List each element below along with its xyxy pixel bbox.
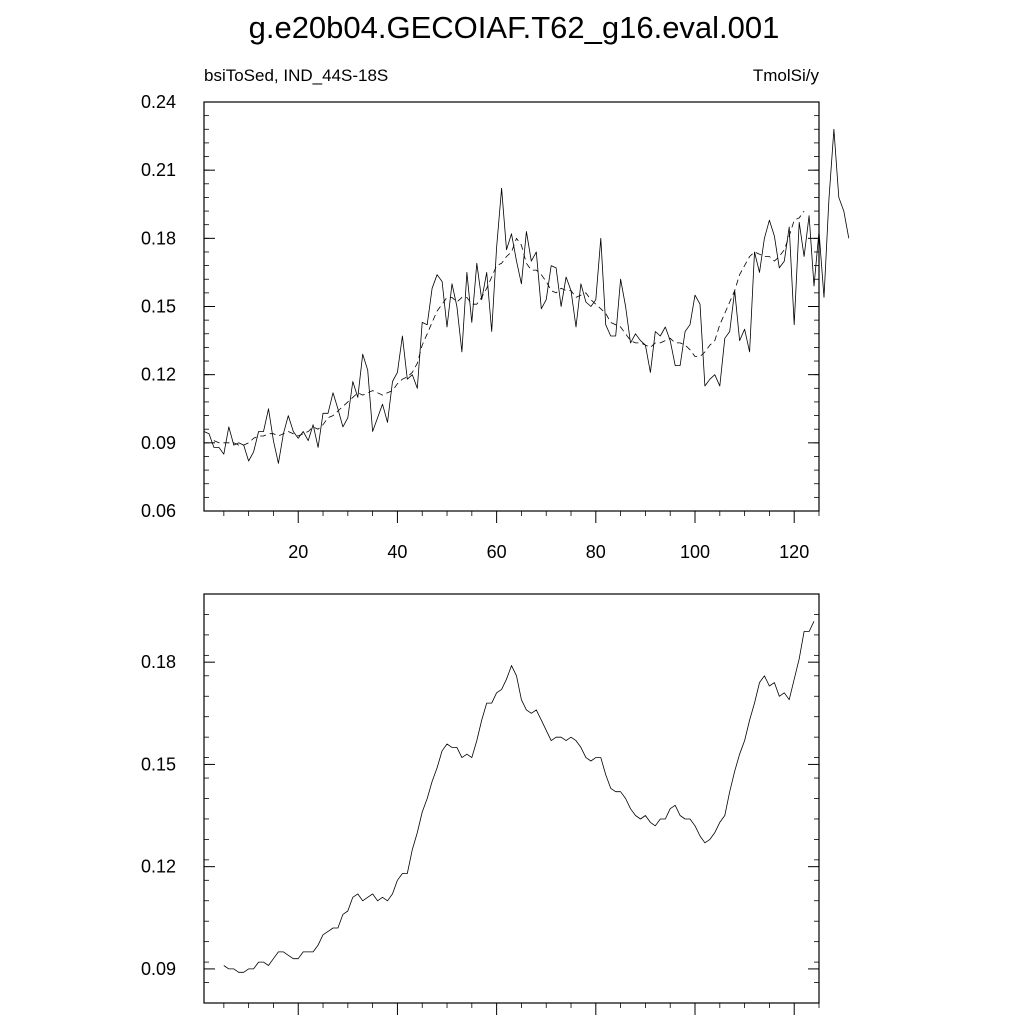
y-tick-label: 0.12 <box>141 365 176 385</box>
y-tick-label: 0.15 <box>141 754 176 774</box>
top-series <box>203 128 850 464</box>
bottom-panel: 0.09 0.12 0.15 0.18 <box>141 593 820 1015</box>
chart-title: g.e20b04.GECOIAF.T62_g16.eval.001 <box>249 10 780 45</box>
y-tick-label: 0.24 <box>141 92 176 112</box>
bottom-ticks <box>204 593 820 1015</box>
series-line <box>223 621 815 973</box>
x-tick-label: 40 <box>387 542 407 562</box>
y-tick-label: 0.06 <box>141 501 176 521</box>
x-tick-label: 20 <box>288 542 308 562</box>
y-tick-label: 0.21 <box>141 160 176 180</box>
variable-region-label: bsiToSed, IND_44S-18S <box>204 66 388 85</box>
top-y-tick-labels: 0.06 0.09 0.12 0.15 0.18 0.21 0.24 <box>141 92 176 521</box>
x-tick-label: 60 <box>487 542 507 562</box>
y-tick-label: 0.09 <box>141 959 176 979</box>
y-tick-label: 0.15 <box>141 297 176 317</box>
top-ticks <box>204 101 820 523</box>
top-x-tick-labels: 20 40 60 80 100 120 <box>288 542 809 562</box>
bottom-series <box>223 621 815 973</box>
x-tick-label: 100 <box>680 542 710 562</box>
x-tick-label: 120 <box>779 542 809 562</box>
y-tick-label: 0.18 <box>141 228 176 248</box>
units-label: TmolSi/y <box>753 66 820 85</box>
top-panel: 0.06 0.09 0.12 0.15 0.18 0.21 0.24 20 40 60 80 100… <box>141 92 850 562</box>
y-tick-label: 0.09 <box>141 433 176 453</box>
bottom-plot-frame <box>203 593 820 1004</box>
y-tick-label: 0.12 <box>141 857 176 877</box>
running-mean-line <box>213 210 805 446</box>
x-tick-label: 80 <box>586 542 606 562</box>
series-line <box>203 128 850 464</box>
bottom-y-tick-labels: 0.09 0.12 0.15 0.18 <box>141 652 176 979</box>
top-plot-frame <box>203 101 820 512</box>
y-tick-label: 0.18 <box>141 652 176 672</box>
